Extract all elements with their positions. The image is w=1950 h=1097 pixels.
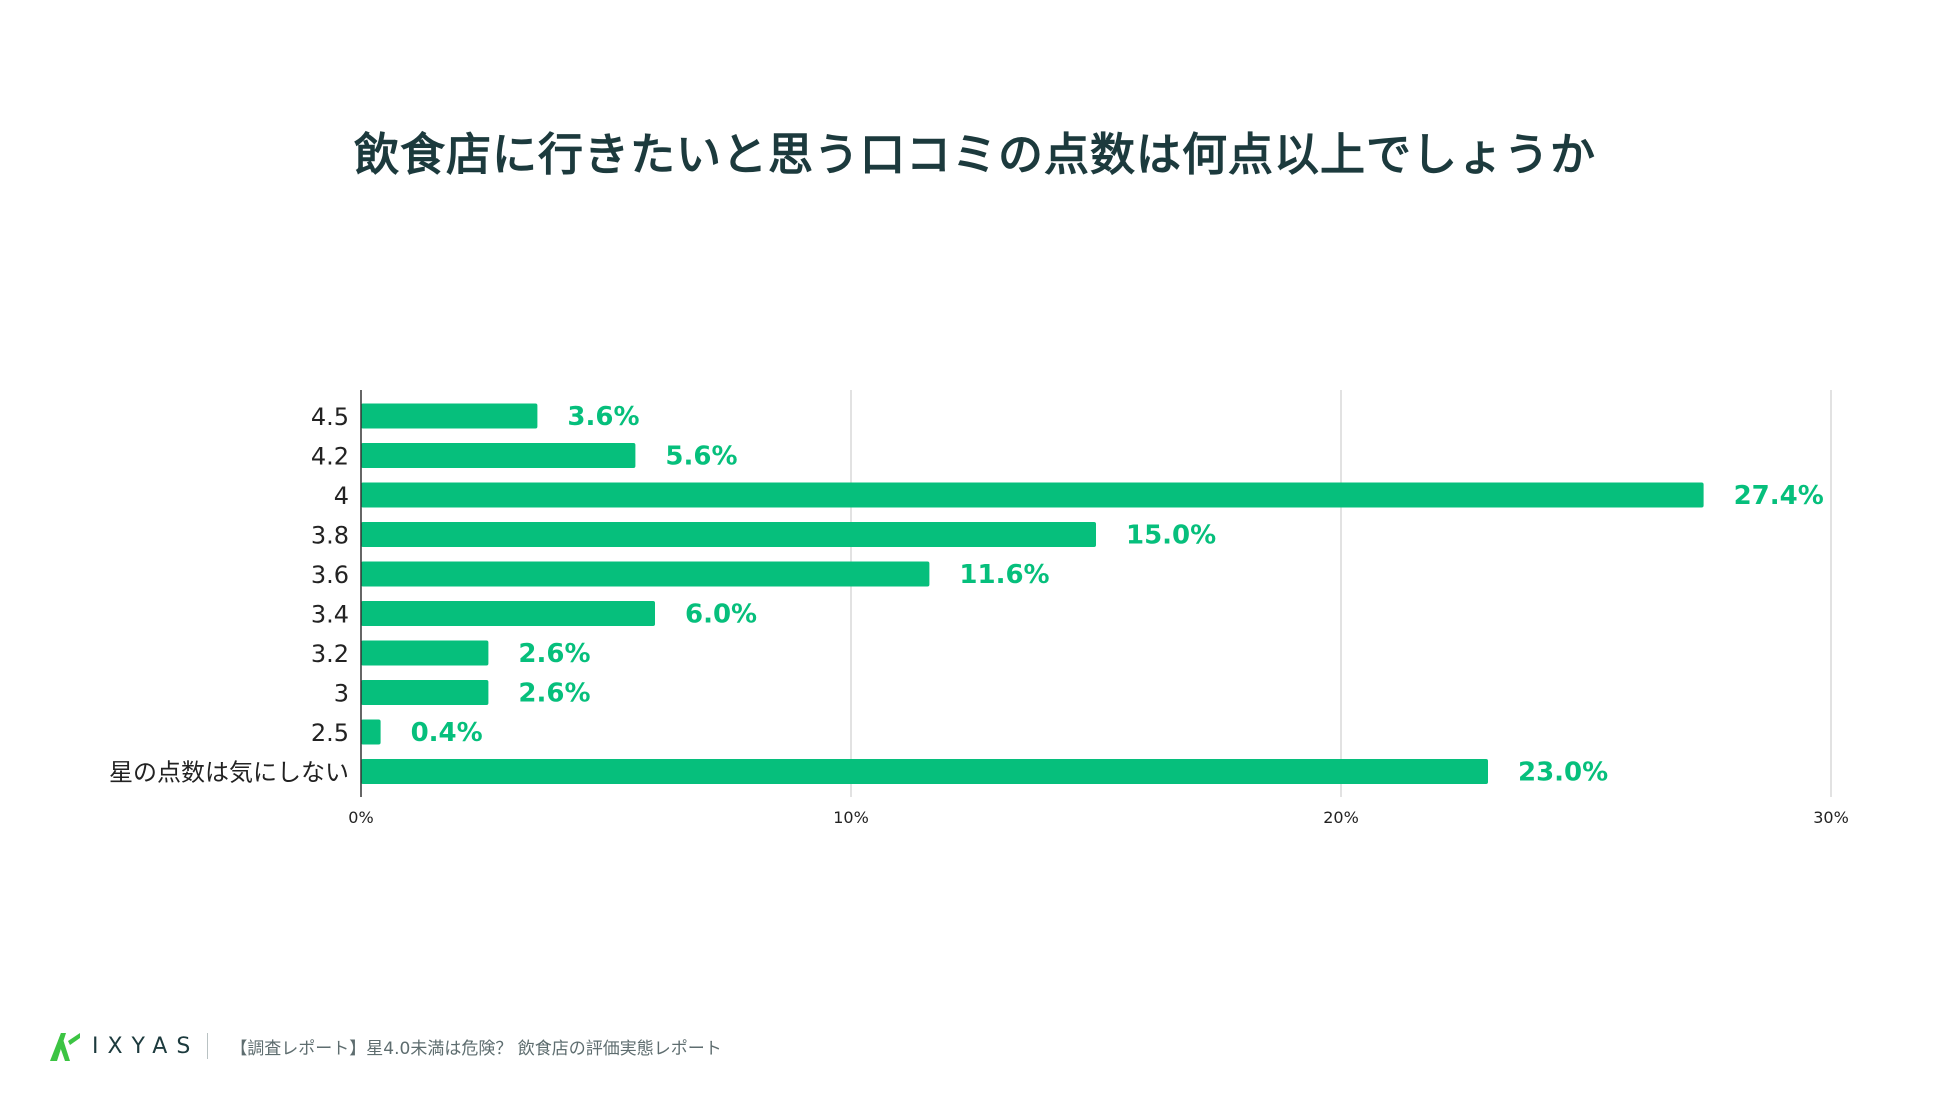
x-tick-label: 30% (1813, 808, 1849, 827)
labels: 0% 10% 20% 30% 4.5 3.6% 4.2 5.6% 4 27.4% 3.8 15.0% 3… (109, 402, 1849, 827)
value-label: 5.6% (665, 442, 737, 472)
category-label: 3.6 (311, 561, 349, 589)
bars (361, 403, 1704, 784)
x-tick-label: 0% (348, 808, 373, 827)
bar (361, 561, 930, 587)
bar-chart: 0% 10% 20% 30% 4.5 3.6% 4.2 5.6% 4 27.4% 3.8 15.0% 3… (109, 390, 1849, 827)
bar (361, 640, 489, 666)
bar (361, 759, 1488, 784)
footer: IXYAS 【調査レポート】星4.0未満は危険？ 飲食店の評価実態レポート (48, 1028, 722, 1064)
footer-caption: 【調査レポート】星4.0未満は危険？ 飲食店の評価実態レポート (230, 1038, 722, 1059)
category-label: 4.2 (311, 443, 349, 471)
category-label: 3 (334, 680, 349, 708)
value-label: 2.6% (518, 679, 590, 709)
chart-title: 飲食店に行きたいと思う口コミの点数は何点以上でしょうか (353, 128, 1596, 181)
category-label: 星の点数は気にしない (109, 759, 349, 787)
bar (361, 719, 381, 745)
category-label: 3.4 (311, 601, 349, 629)
x-tick-label: 10% (833, 808, 869, 827)
x-tick-label: 20% (1323, 808, 1359, 827)
value-label: 27.4% (1734, 481, 1824, 511)
bar (361, 601, 655, 626)
bar (361, 403, 538, 429)
bar (361, 522, 1096, 547)
bar (361, 680, 489, 705)
bar (361, 443, 636, 468)
ixyas-logo-icon (50, 1033, 80, 1061)
logo-text: IXYAS (92, 1033, 200, 1059)
category-label: 4.5 (311, 403, 349, 431)
value-label: 0.4% (411, 718, 483, 748)
value-label: 15.0% (1126, 521, 1216, 551)
value-label: 2.6% (518, 639, 590, 669)
gridlines (850, 390, 1832, 797)
value-label: 11.6% (959, 560, 1049, 590)
category-label: 2.5 (311, 719, 349, 747)
category-label: 3.8 (311, 522, 349, 550)
value-label: 3.6% (567, 402, 639, 432)
category-label: 4 (334, 482, 349, 510)
value-label: 23.0% (1518, 758, 1608, 788)
value-label: 6.0% (685, 600, 757, 630)
category-label: 3.2 (311, 640, 349, 668)
bar (361, 482, 1704, 508)
footer-divider (207, 1033, 209, 1059)
